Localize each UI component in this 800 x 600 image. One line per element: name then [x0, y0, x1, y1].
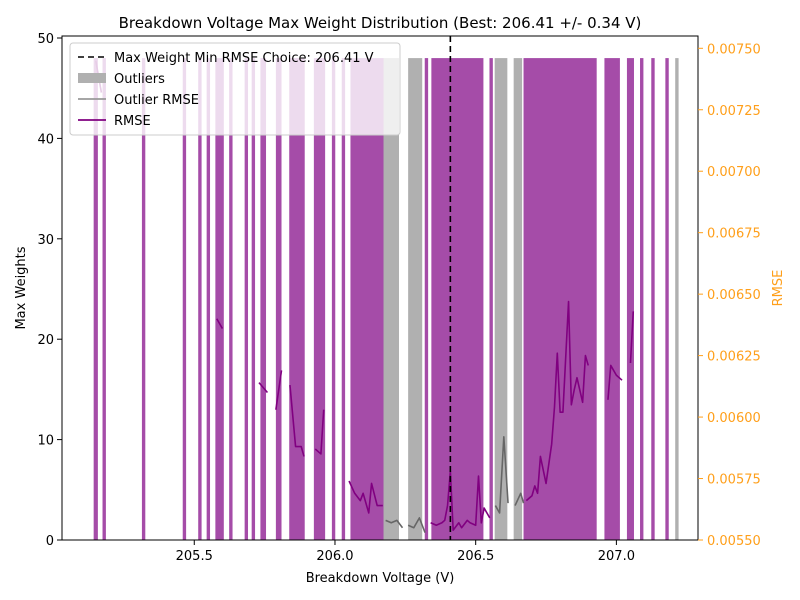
outlier-rmse-segment-7	[385, 519, 404, 529]
plot-frame	[61, 35, 699, 541]
y-axis-label: Max Weights	[14, 246, 29, 329]
y2-tick-label: 0.00625	[707, 350, 761, 365]
rmse-segment-9	[430, 470, 491, 531]
y-tick-label: 30	[37, 233, 54, 248]
bar-26	[626, 58, 634, 541]
outlier-rmse-segment-8	[407, 517, 426, 533]
legend: Max Weight Min RMSE Choice: 206.41 V Outl…	[69, 42, 401, 136]
bar-13	[313, 58, 326, 541]
y2-tick-label: 0.00675	[707, 227, 761, 242]
bar-20	[431, 58, 484, 541]
rmse-segment-3	[275, 370, 283, 410]
chart-title: Breakdown Voltage Max Weight Distributio…	[119, 14, 642, 32]
outlier-rmse-segment-10	[494, 435, 509, 514]
legend-label: RMSE	[114, 114, 151, 129]
y2-tick-label: 0.00600	[707, 411, 761, 426]
legend-outlier-swatch	[78, 73, 106, 83]
legend-box	[69, 42, 401, 136]
y-tick-label: 10	[37, 434, 54, 449]
bar-27	[640, 58, 644, 541]
rmse-segment-12	[525, 300, 590, 502]
rmse-segment-4	[289, 385, 305, 457]
bar-29	[665, 58, 669, 541]
y2-axis-label: RMSE	[771, 270, 786, 307]
bar-11	[275, 58, 282, 541]
x-axis: 205.5 206.0 206.5 207.0	[176, 540, 635, 564]
outlier-bar-22	[494, 58, 508, 541]
rmse-segment-2	[258, 382, 269, 394]
rmse-segment-1	[216, 318, 224, 329]
y-tick-label: 40	[37, 132, 54, 147]
bar-14	[331, 58, 336, 541]
rmse-segment-6	[348, 480, 383, 514]
bar-8	[244, 58, 249, 541]
x-tick-label: 205.5	[176, 549, 213, 564]
legend-label: Max Weight Min RMSE Choice: 206.41 V	[114, 51, 374, 66]
bar-6	[215, 58, 224, 541]
y2-tick-label: 0.00550	[707, 534, 761, 549]
bar-28	[651, 58, 655, 541]
bar-2	[141, 58, 146, 541]
rmse-segment-5	[314, 409, 325, 455]
y-axis-left: 0 10 20 30 40 50	[37, 32, 62, 549]
bar-5	[206, 58, 211, 541]
bar-15	[341, 58, 346, 541]
rmse-segment-14	[629, 311, 635, 364]
outlier-bar-23	[513, 58, 523, 541]
rmse-segment-13	[607, 364, 623, 400]
bar-3	[182, 58, 187, 541]
y2-tick-label: 0.00700	[707, 165, 761, 180]
y2-tick-label: 0.00575	[707, 473, 761, 488]
rmse-lines-layer	[94, 60, 635, 533]
bar-7	[229, 58, 233, 541]
y-tick-label: 0	[46, 534, 54, 549]
y-tick-label: 20	[37, 333, 54, 348]
bar-19	[424, 58, 429, 541]
x-tick-label: 207.0	[598, 549, 635, 564]
legend-label: Outlier RMSE	[114, 93, 199, 108]
y-axis-right: 0.00550 0.00575 0.00600 0.00625 0.00650 0.006…	[698, 42, 761, 549]
y2-tick-label: 0.00750	[707, 42, 761, 57]
outlier-rmse-segment-11	[514, 492, 525, 506]
outlier-bar-30	[675, 58, 679, 541]
bar-1	[102, 58, 106, 541]
bar-4	[198, 58, 202, 541]
bar-25	[604, 58, 620, 541]
bar-16	[350, 58, 385, 541]
bar-21	[489, 58, 493, 541]
x-axis-label: Breakdown Voltage (V)	[306, 571, 455, 586]
bar-9	[251, 58, 256, 541]
legend-label: Outliers	[114, 72, 165, 87]
y-tick-label: 50	[37, 32, 54, 47]
y2-tick-label: 0.00650	[707, 288, 761, 303]
outlier-bar-18	[408, 58, 423, 541]
x-tick-label: 206.5	[457, 549, 494, 564]
x-tick-label: 206.0	[316, 549, 353, 564]
bar-0	[93, 58, 98, 541]
bar-24	[523, 58, 597, 541]
bar-10	[260, 58, 267, 541]
y2-tick-label: 0.00725	[707, 104, 761, 119]
outlier-bar-17	[383, 58, 399, 541]
